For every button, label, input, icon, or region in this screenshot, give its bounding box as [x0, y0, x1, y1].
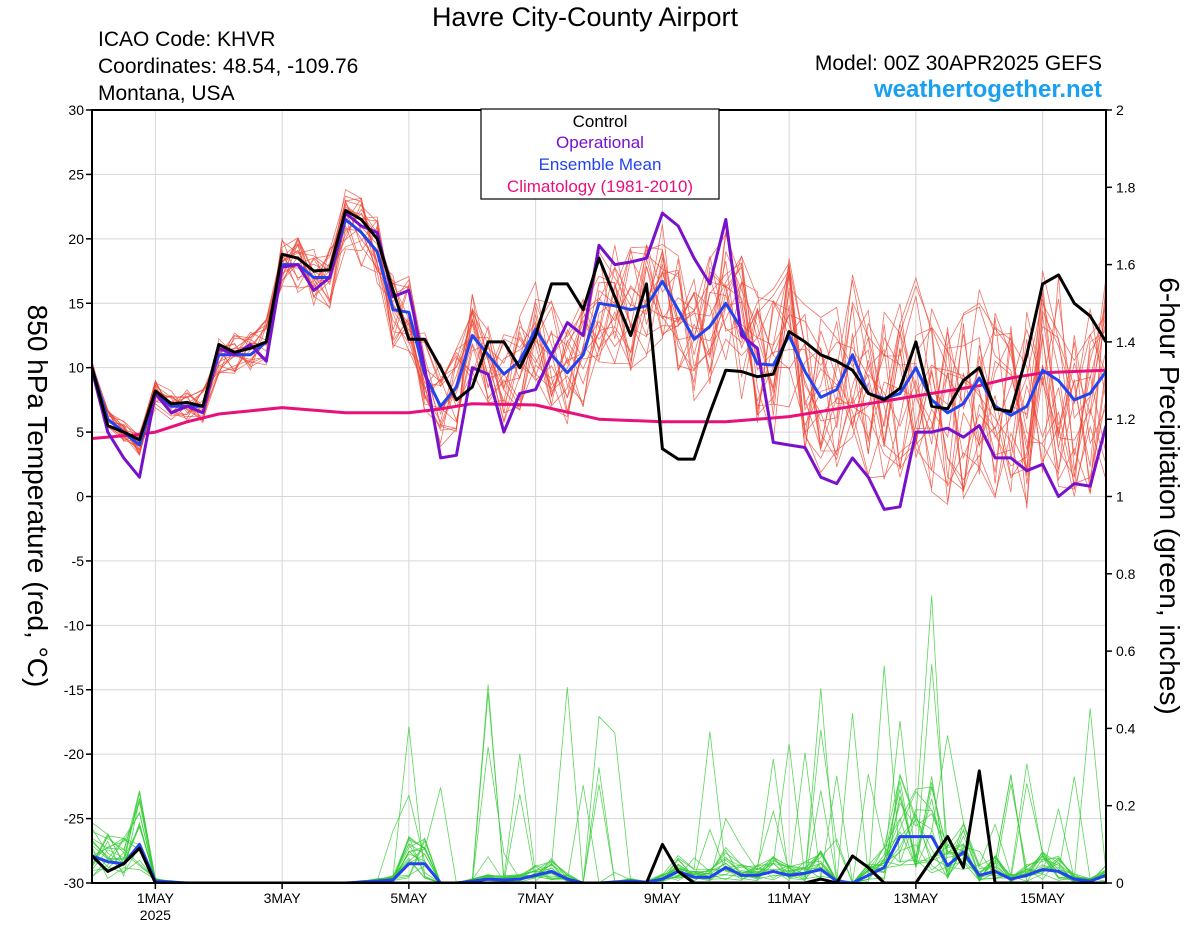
x-tick-label: 1MAY [137, 890, 175, 906]
y2-tick-label: 2 [1116, 102, 1124, 118]
y-tick-label: -10 [64, 617, 84, 633]
y2-tick-label: 0.6 [1116, 643, 1136, 659]
region: Montana, USA [98, 82, 235, 105]
y2-tick-label: 1 [1116, 489, 1124, 505]
y-tick-label: 10 [68, 360, 84, 376]
y-tick-label: 30 [68, 102, 84, 118]
site-name: weathertogether.net [873, 76, 1102, 103]
y2-tick-label: 0 [1116, 875, 1124, 891]
member-precip-line [92, 774, 1106, 883]
member-precip-line [92, 595, 1106, 883]
icao-code: ICAO Code: KHVR [98, 28, 276, 51]
y-tick-label: -5 [72, 553, 85, 569]
x-tick-sublabel: 2025 [140, 907, 171, 923]
x-tick-label: 15MAY [1020, 890, 1066, 906]
main-series [92, 209, 1106, 883]
legend-mean: Ensemble Mean [539, 155, 662, 174]
legend-box [480, 108, 720, 200]
chart-legend: Control Operational Ensemble Mean Climat… [480, 108, 720, 200]
y-tick-label: -30 [64, 875, 84, 891]
member-temp-line [92, 201, 1106, 503]
member-precip-line [92, 752, 1106, 883]
y2-tick-label: 1.6 [1116, 257, 1136, 273]
member-precip-line [92, 664, 1106, 883]
member-precip-line [92, 687, 1106, 883]
y-axis-label: 850 hPa Temperature (red, °C) [22, 305, 53, 688]
ensemble-members [92, 188, 1106, 883]
member-precip-line [92, 790, 1106, 883]
member-precip-line [92, 715, 1106, 883]
y2-tick-label: 0.2 [1116, 798, 1136, 814]
member-temp-line [92, 216, 1106, 509]
y2-tick-label: 1.4 [1116, 334, 1136, 350]
chart-grid [92, 109, 1106, 884]
member-temp-line [92, 203, 1106, 475]
y-tick-label: 0 [76, 489, 84, 505]
member-temp-line [92, 197, 1106, 485]
legend-control: Control [573, 112, 628, 131]
operational-temp-line [92, 211, 1106, 511]
x-tick-label: 11MAY [767, 890, 811, 906]
member-temp-line [92, 195, 1106, 491]
member-temp-line [92, 212, 1106, 504]
y2-axis-label: 6-hour Precipitation (green, inches) [1154, 277, 1185, 714]
y-tick-label: 5 [76, 424, 84, 440]
y-tick-label: -20 [64, 746, 84, 762]
x-tick-label: 9MAY [644, 890, 682, 906]
coordinates: Coordinates: 48.54, -109.76 [98, 55, 359, 78]
x-tick-label: 7MAY [517, 890, 555, 906]
member-precip-line [92, 729, 1106, 883]
y-tick-label: 20 [68, 231, 84, 247]
x-tick-label: 13MAY [893, 890, 939, 906]
member-precip-line [92, 726, 1106, 883]
chart-axes: 302520151050-5-10-15-20-25-3021.81.61.41… [64, 102, 1136, 923]
model-run: Model: 00Z 30APR2025 GEFS [814, 52, 1102, 75]
y-tick-label: -25 [64, 811, 84, 827]
ensemble-mean-precip-line [92, 835, 1106, 883]
chart-title: Havre City-County Airport [431, 2, 739, 32]
member-precip-line [92, 665, 1106, 883]
member-temp-line [92, 206, 1106, 497]
y2-tick-label: 1.8 [1116, 179, 1136, 195]
x-tick-label: 5MAY [390, 890, 428, 906]
member-temp-line [92, 198, 1106, 474]
x-tick-label: 3MAY [264, 890, 302, 906]
legend-climatology: Climatology (1981-2010) [507, 177, 693, 196]
y-tick-label: 25 [68, 166, 84, 182]
control-precip-line [92, 769, 1106, 883]
y2-tick-label: 0.4 [1116, 720, 1136, 736]
member-precip-line [92, 784, 1106, 883]
y2-tick-label: 0.8 [1116, 566, 1136, 582]
legend-operational: Operational [556, 133, 644, 152]
y-tick-label: 15 [68, 295, 84, 311]
y-tick-label: -15 [64, 682, 84, 698]
member-precip-line [92, 735, 1106, 883]
y2-tick-label: 1.2 [1116, 411, 1136, 427]
ensemble-mean-temp-line [92, 218, 1106, 447]
control-temp-line [92, 209, 1106, 461]
